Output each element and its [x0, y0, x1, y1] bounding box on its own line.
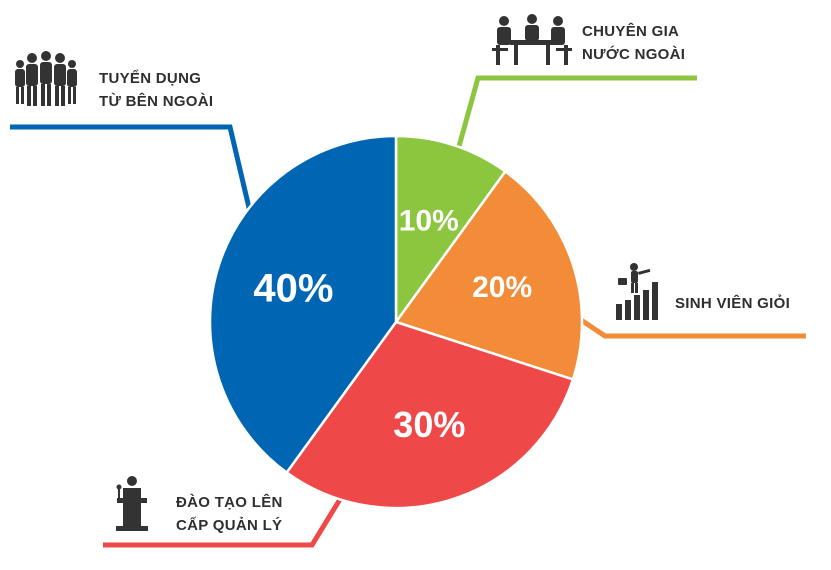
slice-sinh-vien-gioi [394, 170, 584, 381]
pie-slices [208, 134, 584, 510]
pct-dao-tao: 30% [393, 404, 465, 445]
meeting-table-icon [492, 14, 572, 65]
pct-tuyen-dung: 40% [253, 267, 333, 311]
slice-chuyen-gia [394, 134, 507, 324]
podium-speaker-icon [116, 476, 148, 531]
label-sinh-vien-gioi: SINH VIÊN GIỎI [675, 295, 791, 312]
percent-labels: 10% 20% 30% 40% [253, 205, 532, 445]
pct-sinh-vien-gioi: 20% [472, 271, 532, 304]
slice-tuyen-dung [208, 134, 398, 474]
label-chuyen-gia: CHUYÊN GIA NƯỚC NGOÀI [582, 23, 686, 63]
leader-dao-tao [103, 494, 345, 548]
business-team-icon [15, 51, 77, 106]
leader-chuyen-gia [455, 75, 697, 151]
leader-lines [10, 75, 806, 548]
pct-chuyen-gia: 10% [399, 205, 459, 238]
label-tuyen-dung: TUYỂN DỤNG TỪ BÊN NGOÀI [99, 70, 214, 110]
slice-dao-tao [285, 320, 575, 510]
label-dao-tao: ĐÀO TẠO LÊN CẤP QUẢN LÝ [176, 494, 283, 534]
growth-bars-climber-icon [616, 263, 658, 320]
leader-tuyen-dung [10, 124, 253, 213]
leader-sinh-vien-gioi [576, 315, 806, 339]
